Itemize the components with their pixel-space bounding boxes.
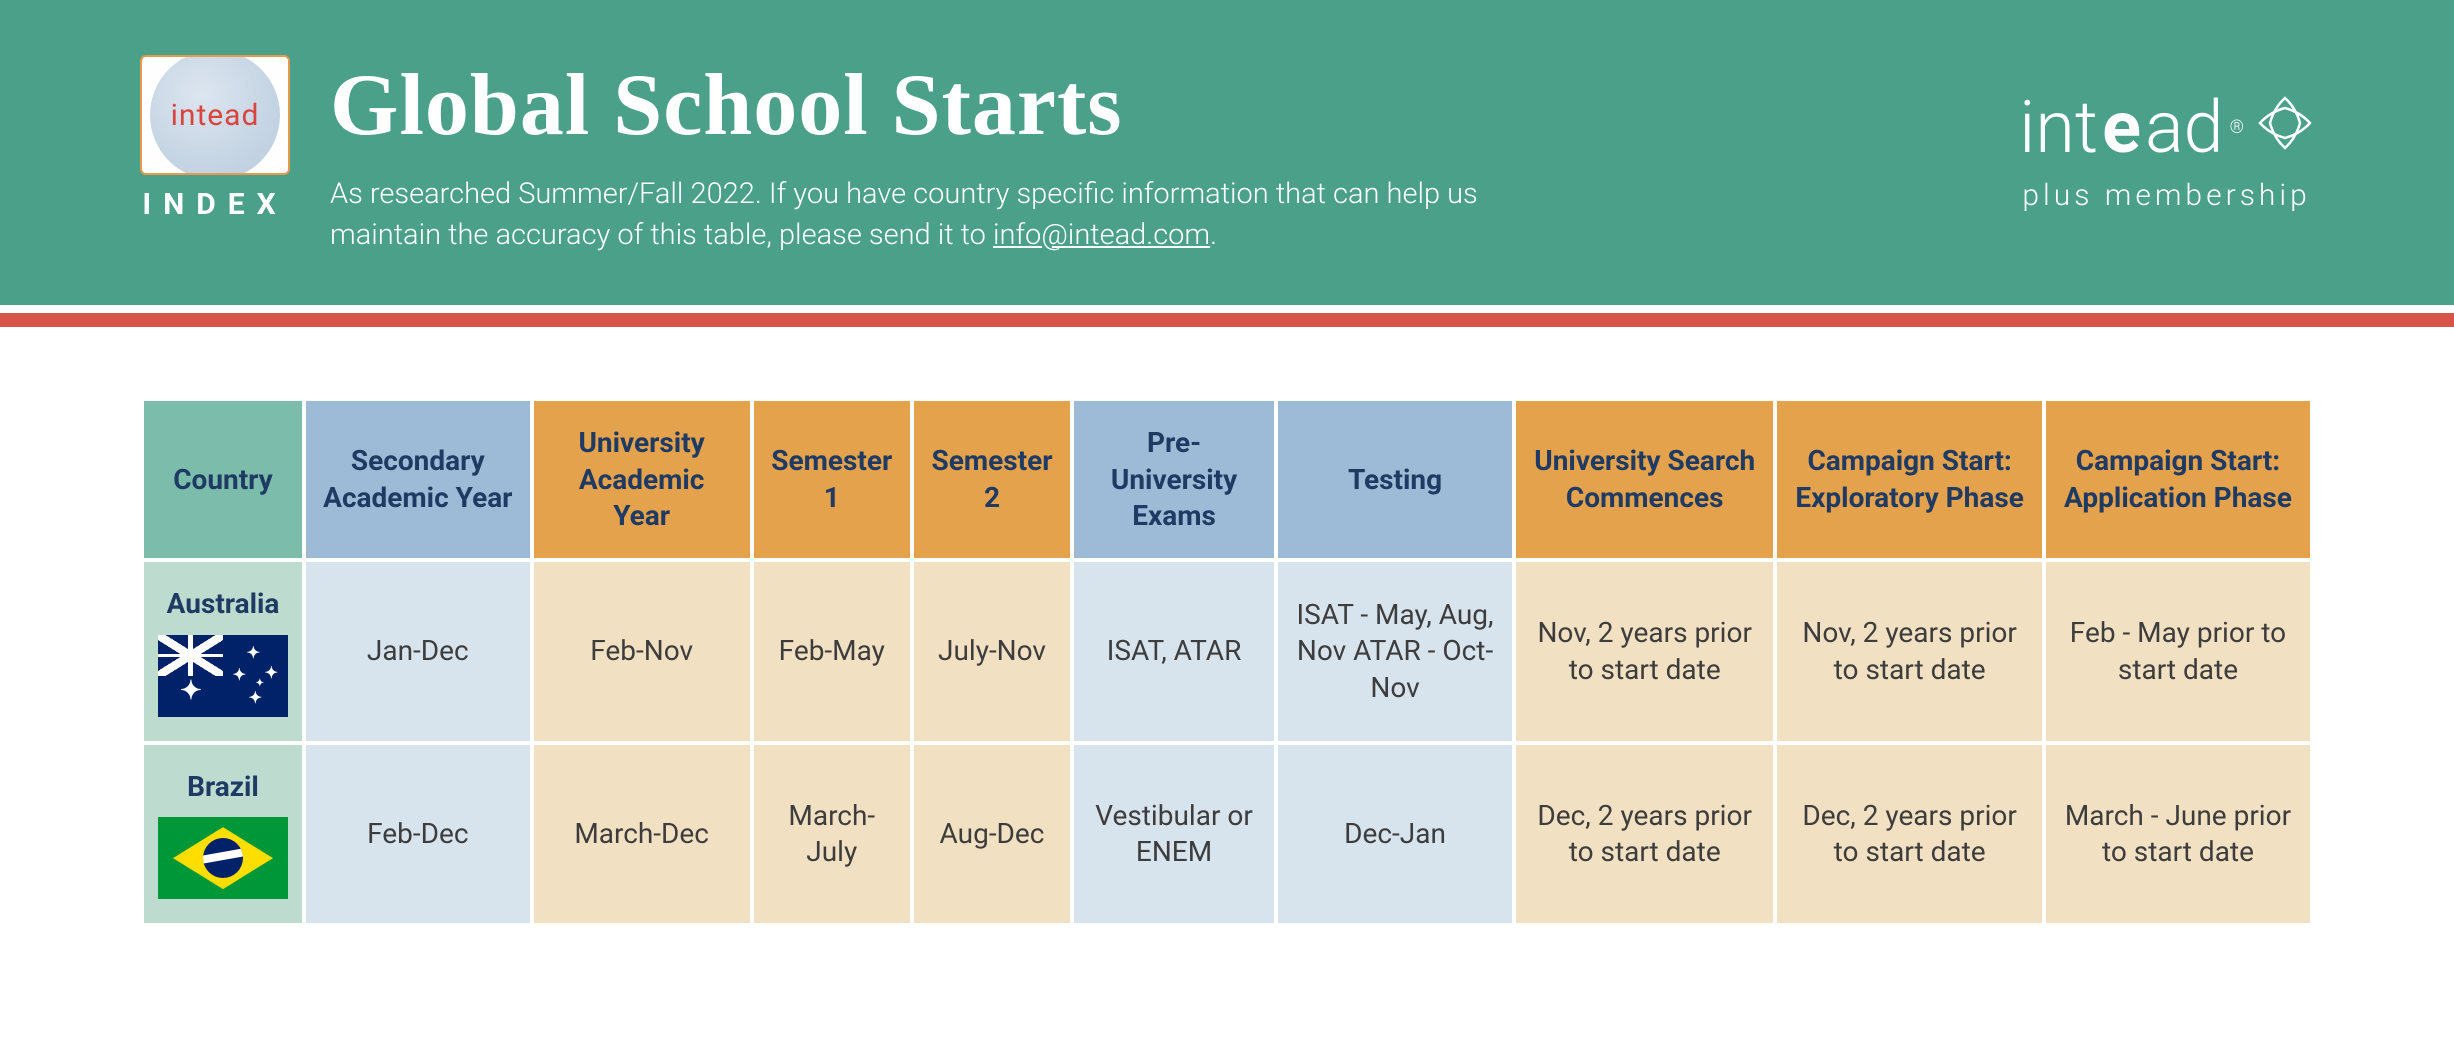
school-starts-table: CountrySecondary Academic YearUniversity…: [140, 397, 2314, 927]
flag-icon: ✦✦✦✦✦✦: [158, 635, 288, 717]
country-name: Brazil: [187, 769, 259, 805]
data-cell: Feb-Nov: [534, 562, 750, 740]
page-title: Global School Starts: [330, 55, 1979, 156]
data-cell: Dec-Jan: [1278, 745, 1512, 923]
data-cell: Dec, 2 years prior to start date: [1777, 745, 2042, 923]
data-cell: March - June prior to start date: [2046, 745, 2310, 923]
contact-link[interactable]: info@intead.com: [993, 218, 1210, 252]
data-cell: March-Dec: [534, 745, 750, 923]
column-header: Secondary Academic Year: [306, 401, 530, 558]
registered-icon: ®: [2230, 117, 2244, 138]
data-cell: Vestibular or ENEM: [1074, 745, 1274, 923]
data-cell: July-Nov: [914, 562, 1070, 740]
logo-box: intead: [140, 55, 290, 175]
data-cell: Dec, 2 years prior to start date: [1516, 745, 1773, 923]
brand-block: intead ® plus membership: [2019, 85, 2314, 213]
table-row: Brazil Feb-DecMarch-DecMarch-JulyAug-DecV…: [144, 745, 2310, 923]
table-container: CountrySecondary Academic YearUniversity…: [0, 327, 2454, 927]
tagline: plus membership: [2022, 178, 2310, 213]
table-body: Australia ✦✦✦✦✦✦Jan-DecFeb-NovFeb-MayJuly…: [144, 562, 2310, 923]
column-header: Semester 2: [914, 401, 1070, 558]
column-header: Pre-University Exams: [1074, 401, 1274, 558]
column-header: University Academic Year: [534, 401, 750, 558]
column-header: University Search Commences: [1516, 401, 1773, 558]
brand-suffix: ad: [2145, 85, 2224, 170]
brand-bold: e: [2102, 85, 2141, 170]
data-cell: March-July: [754, 745, 910, 923]
flag-icon: [158, 817, 288, 899]
column-header: Semester 1: [754, 401, 910, 558]
column-header: Country: [144, 401, 302, 558]
table-row: Australia ✦✦✦✦✦✦Jan-DecFeb-NovFeb-MayJuly…: [144, 562, 2310, 740]
subtitle: As researched Summer/Fall 2022. If you h…: [330, 174, 1510, 255]
country-name: Australia: [167, 586, 280, 622]
logo-text: intead: [171, 98, 260, 133]
country-cell: Brazil: [144, 745, 302, 923]
data-cell: Aug-Dec: [914, 745, 1070, 923]
plus-icon: [2256, 85, 2314, 170]
brand-name: intead ®: [2019, 85, 2314, 170]
data-cell: ISAT - May, Aug, Nov ATAR - Oct-Nov: [1278, 562, 1512, 740]
header: intead INDEX Global School Starts As res…: [0, 0, 2454, 305]
data-cell: Nov, 2 years prior to start date: [1516, 562, 1773, 740]
subtitle-suffix: .: [1210, 218, 1217, 252]
data-cell: Nov, 2 years prior to start date: [1777, 562, 2042, 740]
country-cell: Australia ✦✦✦✦✦✦: [144, 562, 302, 740]
data-cell: Feb-Dec: [306, 745, 530, 923]
subtitle-text: As researched Summer/Fall 2022. If you h…: [330, 177, 1478, 252]
index-label: INDEX: [142, 187, 287, 222]
data-cell: Feb-May: [754, 562, 910, 740]
table-header-row: CountrySecondary Academic YearUniversity…: [144, 401, 2310, 558]
divider: [0, 313, 2454, 327]
title-block: Global School Starts As researched Summe…: [330, 55, 1979, 255]
column-header: Campaign Start: Exploratory Phase: [1777, 401, 2042, 558]
column-header: Testing: [1278, 401, 1512, 558]
data-cell: ISAT, ATAR: [1074, 562, 1274, 740]
data-cell: Feb - May prior to start date: [2046, 562, 2310, 740]
brand-prefix: int: [2019, 85, 2098, 170]
data-cell: Jan-Dec: [306, 562, 530, 740]
column-header: Campaign Start: Application Phase: [2046, 401, 2310, 558]
logo-block: intead INDEX: [140, 55, 290, 222]
